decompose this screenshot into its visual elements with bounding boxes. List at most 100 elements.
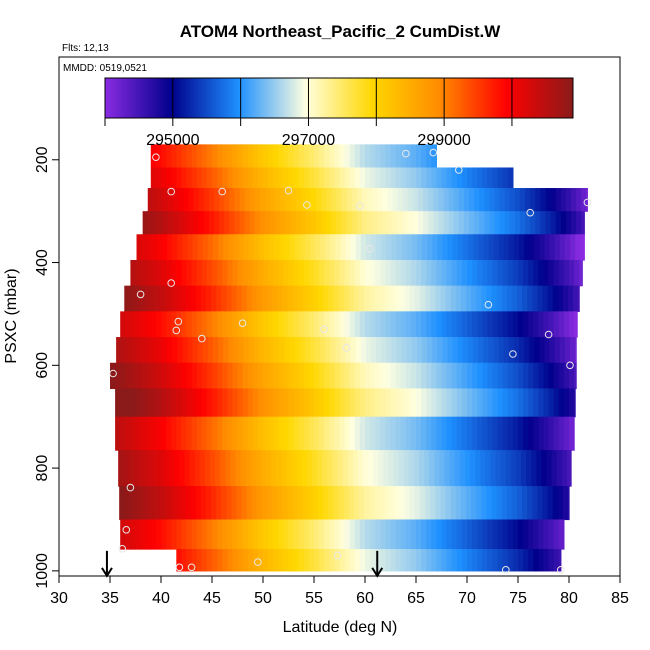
heat-cell — [477, 259, 483, 287]
heat-cell — [540, 211, 547, 235]
heat-cell — [432, 234, 439, 261]
heat-cell — [119, 486, 125, 521]
heat-cell — [227, 259, 233, 287]
heat-cell — [570, 234, 576, 261]
heat-cell — [395, 144, 402, 169]
heat-cell — [243, 337, 250, 364]
heat-cell — [161, 311, 167, 338]
heat-cell — [461, 362, 468, 390]
heat-cell — [532, 486, 538, 521]
heat-cell — [421, 362, 427, 390]
dates-label: MMDD: 0519,0521 — [63, 63, 147, 74]
data-point — [167, 279, 175, 287]
heat-cell — [166, 167, 172, 189]
heat-cell — [477, 388, 483, 418]
heat-cell — [482, 388, 488, 418]
heat-cell — [416, 311, 422, 338]
heat-cell — [426, 259, 432, 287]
heat-cell — [298, 259, 305, 287]
heat-cell — [252, 167, 259, 189]
heat-cell — [405, 519, 412, 550]
heat-cell — [397, 211, 404, 235]
heat-cell — [161, 416, 167, 451]
heat-cell — [359, 519, 366, 550]
heat-cell — [421, 519, 427, 550]
heat-cell — [173, 211, 179, 235]
heat-cell — [269, 234, 275, 261]
heat-cell — [575, 337, 577, 364]
heat-cell — [559, 337, 566, 364]
data-point — [366, 244, 374, 253]
heat-cell — [283, 416, 290, 451]
heat-cell — [147, 188, 154, 212]
heat-cell — [150, 259, 157, 287]
data-point — [254, 558, 262, 566]
heat-cell — [267, 486, 273, 521]
heat-cell — [349, 362, 356, 390]
heat-cell — [378, 450, 384, 487]
heat-cell — [281, 450, 288, 487]
heat-cell — [441, 362, 448, 390]
heat-cell — [410, 311, 417, 338]
heat-cell — [446, 416, 453, 451]
heat-cell — [529, 234, 535, 261]
heat-cell — [309, 234, 316, 261]
heat-cell — [206, 416, 213, 451]
heat-cell — [352, 450, 359, 487]
heat-cell — [204, 450, 211, 487]
heat-cell — [511, 285, 518, 312]
heat-cell — [502, 259, 509, 287]
heat-cell — [400, 362, 407, 390]
heat-cell — [314, 259, 320, 287]
heat-cell — [507, 549, 514, 572]
heat-cell — [405, 311, 412, 338]
heat-cell — [482, 519, 488, 550]
heat-cell — [155, 311, 162, 338]
heat-cell — [195, 486, 202, 521]
heat-cell — [545, 188, 552, 212]
heat-cell — [373, 450, 379, 487]
heat-cell — [390, 362, 397, 390]
heat-cell — [343, 486, 350, 521]
heat-cell — [358, 285, 365, 312]
heat-cell — [201, 416, 208, 451]
heat-cell — [410, 416, 417, 451]
heat-cell — [375, 519, 381, 550]
heat-cell — [472, 416, 478, 451]
heat-cell — [394, 285, 401, 312]
heat-cell — [328, 285, 334, 312]
heat-cell — [129, 285, 136, 312]
heat-cell — [380, 259, 386, 287]
heat-cell — [385, 362, 392, 390]
heat-cell — [343, 285, 350, 312]
heat-cell — [401, 234, 408, 261]
heat-cell — [141, 337, 148, 364]
heat-cell — [542, 285, 549, 312]
heat-cell — [176, 144, 182, 169]
heat-cell — [277, 285, 283, 312]
heat-cell — [329, 416, 335, 451]
heat-cell — [145, 362, 152, 390]
heat-cell — [176, 388, 182, 418]
heat-cell — [492, 388, 499, 418]
heat-cell — [334, 519, 341, 550]
heat-cell — [261, 285, 268, 312]
heat-cell — [298, 144, 305, 169]
heat-cell — [567, 486, 570, 521]
heat-cell — [212, 167, 218, 189]
heat-cell — [344, 549, 351, 572]
heat-cell — [278, 519, 284, 550]
heat-cell — [450, 486, 457, 521]
heat-cell — [354, 388, 361, 418]
heat-cell — [152, 211, 159, 235]
heat-cell — [400, 416, 407, 451]
heat-cell — [447, 234, 454, 261]
heat-cell — [505, 450, 512, 487]
heat-cell — [248, 337, 255, 364]
heat-cell — [553, 416, 560, 451]
heat-cell — [335, 337, 342, 364]
heat-cell — [528, 311, 534, 338]
heat-cell — [148, 450, 155, 487]
heat-cell — [190, 486, 197, 521]
